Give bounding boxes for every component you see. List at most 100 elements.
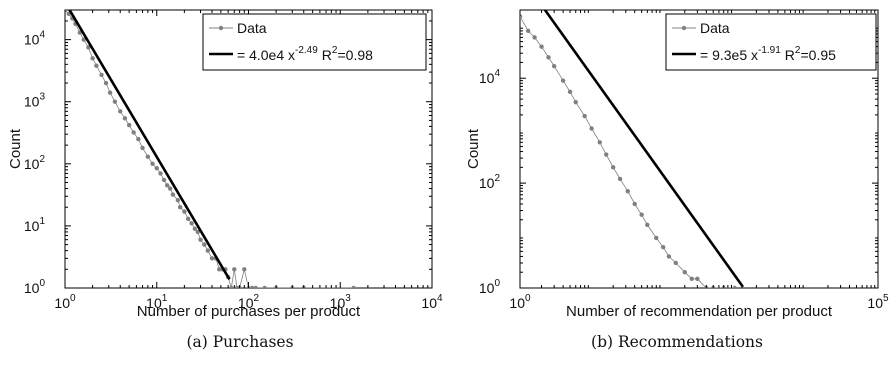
data-point — [551, 63, 557, 69]
x-tick-exponent: 0 — [70, 293, 76, 304]
x-tick-mantissa: 10 — [146, 295, 162, 311]
data-point — [546, 55, 551, 60]
data-point — [122, 116, 128, 121]
y-tick-mantissa: 10 — [24, 156, 40, 172]
y-tick-label: 101 — [24, 216, 46, 234]
legend: Data = 9.3e5 x-1.91 R2=0.95 — [665, 13, 877, 71]
y-tick-label: 103 — [24, 92, 46, 110]
x-tick-exponent: 0 — [525, 293, 531, 304]
fit-exponent: -1.91 — [758, 45, 781, 56]
data-point — [209, 256, 215, 261]
data-point — [86, 45, 91, 50]
fit-r2-value: =0.98 — [337, 47, 373, 63]
data-point — [136, 136, 141, 142]
data-point — [90, 56, 95, 61]
data-point — [131, 130, 136, 135]
legend-data-marker — [681, 25, 687, 31]
y-tick-mantissa: 10 — [24, 94, 40, 110]
data-point — [140, 145, 145, 151]
legend-fit-label: = 9.3e5 x-1.91 R2=0.95 — [700, 45, 836, 63]
y-tick-mantissa: 10 — [479, 70, 495, 86]
fit-line — [543, 10, 745, 288]
y-tick-exponent: 2 — [494, 173, 500, 184]
fit-r2-symbol: R — [785, 47, 795, 63]
y-tick-exponent: 2 — [39, 154, 45, 165]
data-point — [103, 80, 109, 86]
data-point — [532, 35, 537, 40]
y-axis-label: Count — [7, 128, 24, 169]
legend-box — [665, 13, 877, 71]
x-tick-mantissa: 10 — [238, 295, 254, 311]
y-tick-label: 100 — [479, 278, 501, 296]
figure-caption: (b) Recommendations — [591, 333, 763, 351]
data-point — [107, 90, 113, 95]
x-tick-mantissa: 10 — [421, 295, 437, 311]
data-point — [229, 285, 234, 288]
x-tick-mantissa: 10 — [509, 295, 525, 311]
data-point — [632, 201, 637, 207]
legend: Data = 4.0e4 x-2.49 R2=0.98 — [202, 13, 427, 71]
fit-r2-value: =0.95 — [800, 47, 836, 63]
data-point — [597, 140, 602, 145]
y-tick-label: 100 — [24, 278, 46, 296]
data-point — [567, 89, 573, 95]
x-tick-exponent: 1 — [162, 293, 168, 304]
data-point — [673, 260, 679, 266]
x-tick-label: 100 — [54, 293, 76, 311]
x-tick-exponent: 3 — [345, 293, 351, 304]
y-tick-exponent: 3 — [39, 92, 45, 103]
data-point — [654, 235, 659, 241]
data-point — [732, 285, 737, 288]
data-point — [232, 267, 237, 272]
data-point — [170, 192, 176, 197]
data-point — [112, 99, 118, 104]
fit-r2-exponent: 2 — [795, 45, 801, 56]
x-tick-exponent: 5 — [883, 293, 889, 304]
y-tick-mantissa: 10 — [479, 175, 495, 191]
data-point — [645, 222, 650, 228]
data-point — [217, 267, 222, 272]
data-point — [610, 165, 616, 170]
data-point — [118, 109, 123, 114]
y-tick-exponent: 0 — [39, 278, 45, 289]
y-tick-mantissa: 10 — [24, 280, 40, 296]
data-point — [539, 44, 544, 49]
data-point — [202, 242, 207, 247]
x-tick-exponent: 2 — [254, 293, 260, 304]
y-tick-exponent: 1 — [39, 216, 45, 227]
data-point — [158, 171, 163, 176]
data-point — [682, 270, 687, 275]
legend-box — [202, 13, 427, 71]
data-point — [205, 248, 210, 253]
data-point — [520, 14, 523, 19]
data-point — [639, 212, 644, 217]
data-point — [666, 254, 672, 259]
y-tick-label: 104 — [24, 30, 46, 48]
data-point — [695, 276, 700, 281]
data-point — [154, 165, 159, 171]
data-point — [195, 229, 200, 235]
fit-r2-symbol: R — [322, 47, 332, 63]
data-point — [582, 113, 587, 119]
data-point — [661, 244, 666, 250]
y-axis-label: Count — [465, 128, 482, 169]
data-point — [81, 37, 86, 42]
x-tick-exponent: 4 — [437, 293, 443, 304]
data-point — [175, 197, 181, 203]
fit-equation: = 4.0e4 x — [237, 47, 295, 63]
y-tick-label: 104 — [479, 68, 501, 86]
data-point — [192, 226, 198, 231]
legend-fit-label: = 4.0e4 x-2.49 R2=0.98 — [237, 45, 373, 63]
x-tick-mantissa: 10 — [330, 295, 346, 311]
data-point — [177, 205, 183, 210]
data-point — [589, 126, 594, 131]
x-tick-label: 105 — [867, 293, 889, 311]
data-point — [604, 152, 609, 157]
x-tick-label: 101 — [146, 293, 168, 311]
y-tick-label: 102 — [24, 154, 46, 172]
y-tick-mantissa: 10 — [24, 218, 40, 234]
data-point — [242, 267, 247, 272]
